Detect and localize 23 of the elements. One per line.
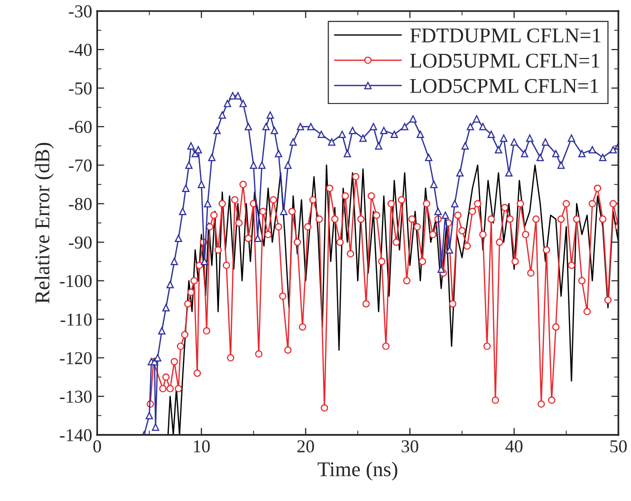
y-tick-label: -60 (68, 120, 92, 134)
legend-label: LOD5CPML CFLN=1 (410, 79, 598, 94)
x-tick-label: 10 (194, 440, 210, 452)
y-tick-label: -80 (68, 198, 92, 210)
y-tick-label: -140 (60, 429, 92, 442)
legend-label: LOD5UPML CFLN=1 (410, 54, 600, 68)
y-tick-label: -110 (60, 314, 92, 326)
y-tick-label: -30 (68, 5, 92, 18)
y-tick-label: -70 (68, 159, 92, 172)
y-tick-label: -130 (60, 390, 92, 403)
y-tick-label: -90 (68, 236, 92, 249)
x-tick-label: 30 (402, 440, 418, 452)
y-tick-label: -40 (68, 44, 92, 56)
x-tick-label: 20 (297, 440, 314, 452)
x-tick-label: 0 (93, 440, 101, 452)
y-tick-label: -50 (68, 82, 92, 95)
y-tick-label: -120 (60, 352, 92, 364)
y-tick-label: -100 (60, 275, 92, 288)
x-axis-title: Time (ns) (318, 462, 398, 481)
x-tick-label: 50 (610, 440, 627, 452)
legend-label: FDTDUPML CFLN=1 (410, 28, 600, 42)
x-tick-label: 40 (505, 440, 522, 452)
y-axis-title: Relative Error (dB) (34, 142, 54, 304)
